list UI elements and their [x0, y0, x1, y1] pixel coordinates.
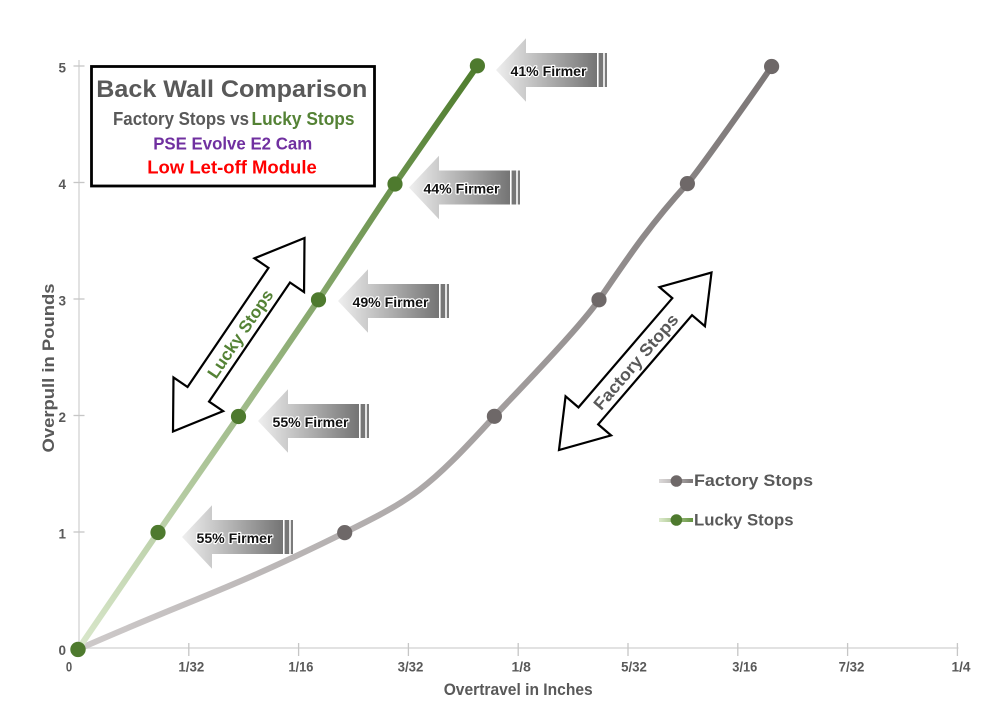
svg-text:4: 4: [58, 177, 66, 192]
svg-text:Overtravel in Inches: Overtravel in Inches: [444, 681, 593, 699]
svg-text:Lucky Stops: Lucky Stops: [252, 109, 355, 129]
svg-text:Low Let-off Module: Low Let-off Module: [147, 158, 317, 178]
svg-text:Back Wall Comparison: Back Wall Comparison: [96, 76, 367, 103]
svg-text:1/8: 1/8: [512, 659, 532, 674]
svg-text:5/32: 5/32: [621, 659, 647, 674]
svg-text:Factory Stops: Factory Stops: [694, 472, 813, 490]
svg-text:49% Firmer: 49% Firmer: [353, 294, 430, 310]
svg-text:55% Firmer: 55% Firmer: [197, 530, 274, 546]
svg-text:1/16: 1/16: [288, 659, 313, 674]
svg-text:0: 0: [66, 659, 72, 674]
svg-text:Factory Stops vs: Factory Stops vs: [113, 109, 249, 129]
svg-text:3/32: 3/32: [398, 659, 424, 674]
svg-text:1/4: 1/4: [952, 659, 971, 674]
svg-text:1: 1: [58, 527, 66, 542]
svg-text:Lucky Stops: Lucky Stops: [694, 512, 794, 530]
svg-text:3: 3: [58, 294, 66, 309]
svg-text:55% Firmer: 55% Firmer: [273, 414, 350, 430]
svg-text:0: 0: [58, 643, 66, 658]
svg-text:44% Firmer: 44% Firmer: [424, 181, 501, 197]
svg-text:Overpull in Pounds: Overpull in Pounds: [40, 284, 58, 453]
svg-text:2: 2: [58, 410, 66, 425]
svg-text:5: 5: [58, 61, 66, 76]
svg-text:PSE Evolve E2 Cam: PSE Evolve E2 Cam: [153, 133, 312, 153]
svg-text:7/32: 7/32: [839, 659, 865, 674]
svg-text:41% Firmer: 41% Firmer: [511, 63, 588, 79]
svg-text:3/16: 3/16: [732, 659, 757, 674]
svg-text:1/32: 1/32: [178, 659, 204, 674]
